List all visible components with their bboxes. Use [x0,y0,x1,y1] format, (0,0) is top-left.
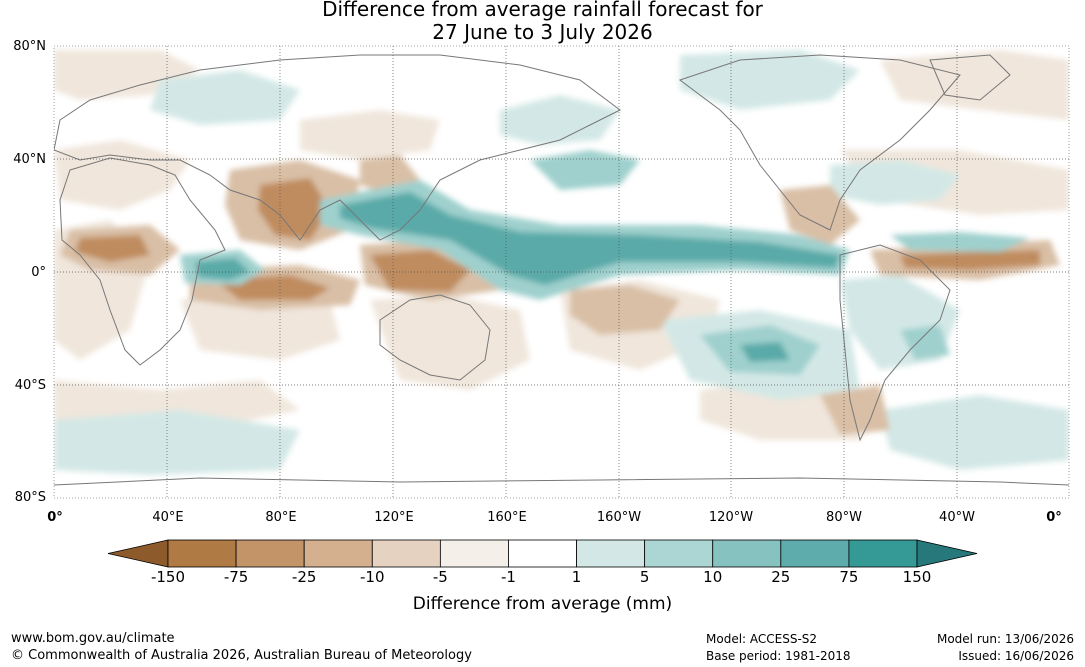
colorbar-extend-high [916,539,978,568]
dry-field-strong [75,235,150,262]
coastline-africa [59,157,226,366]
coastline-north-america [678,54,961,231]
wet-field-medium [530,150,640,190]
dry-field-strong [370,250,470,292]
wet-field-light [150,70,300,125]
footer-model-run: Model run: 13/06/2026 [936,632,1074,646]
anomaly-fields [54,50,1069,475]
map-frame [53,45,1070,499]
lon-label-80e: 80°E [265,510,297,525]
wet-field-strong [195,258,250,280]
gridlines [54,46,1069,498]
colorbar-tick-label: -150 [150,568,186,586]
colorbar-swatch [576,539,646,568]
colorbar-tick-label: 150 [902,568,932,586]
colorbar-tick-label: -1 [500,568,516,586]
wet-field-light [830,160,960,205]
dry-field-strong [900,250,1040,270]
dry-field-light [54,140,190,210]
wet-field-strong [560,238,700,252]
colorbar-swatch [439,539,509,568]
footer-model: Model: ACCESS-S2 [706,632,818,646]
lat-label-40n: 40°N [13,152,46,167]
colorbar-tick-label: 75 [839,568,859,586]
colorbar-tick-label: -75 [223,568,249,586]
colorbar-tick-label: 1 [571,568,582,586]
lon-label-160w: 160°W [596,510,642,525]
colorbar-swatch [371,539,441,568]
colorbar-tick-label: 5 [639,568,650,586]
lat-label-0: 0° [31,265,46,280]
dry-field-light [300,110,440,160]
wet-field-strong [740,342,790,362]
wet-field-medium [900,325,950,360]
colorbar-tick-label: -10 [360,568,385,586]
wet-field-light [880,395,1069,470]
map-title-line-2: 27 June to 3 July 2026 [432,20,653,44]
lon-label-80w: 80°W [826,510,862,525]
lat-label-80n: 80°N [13,39,46,54]
lon-label-40w: 40°W [939,510,975,525]
colorbar-tick-label: 10 [703,568,723,586]
dry-field-medium [820,385,890,435]
colorbar-title: Difference from average (mm) [412,594,673,614]
dry-field-medium [570,285,680,335]
lon-label-160e: 160°E [487,510,527,525]
lat-label-80s: 80°S [14,490,46,505]
colorbar-swatch [508,539,577,568]
colorbar-swatch [303,539,373,568]
colorbar-extend-low [107,539,169,568]
colorbar-swatch [780,539,850,568]
colorbar-tick-label: -25 [291,568,317,586]
colorbar-swatch [712,539,782,568]
lon-label-0-left: 0° [47,510,63,525]
colorbar [107,539,978,568]
map-title-line-1: Difference from average rainfall forecas… [322,0,763,21]
colorbar-swatch [167,539,237,568]
colorbar-swatch [644,539,714,568]
colorbar-swatch [235,539,305,568]
dry-field-light [880,50,1069,120]
lon-label-120e: 120°E [374,510,414,525]
wet-field-light [500,95,620,145]
colorbar-swatch [848,539,918,568]
dry-field-light [370,295,530,390]
lon-label-40e: 40°E [152,510,184,525]
dry-field-strong [258,178,330,240]
coastline-eurasia [54,54,621,241]
wet-field-strong [340,192,840,285]
footer-base-period: Base period: 1981-2018 [706,649,851,663]
coastline-south-america [839,244,951,442]
footer-issued: Issued: 16/06/2026 [958,649,1074,663]
colorbar-tick-label: -5 [432,568,448,586]
lon-label-0-right: 0° [1046,510,1062,525]
footer-copyright: © Commonwealth of Australia 2026, Austra… [11,648,472,663]
wet-field-light [54,410,300,475]
footer-url[interactable]: www.bom.gov.au/climate [11,631,175,646]
lat-label-40s: 40°S [14,378,46,393]
wet-field-medium [890,232,1030,252]
coastline-greenland [929,54,1011,101]
coastline-antarctica [54,477,1069,486]
lon-label-120w: 120°W [708,510,754,525]
colorbar-tick-label: 25 [771,568,791,586]
